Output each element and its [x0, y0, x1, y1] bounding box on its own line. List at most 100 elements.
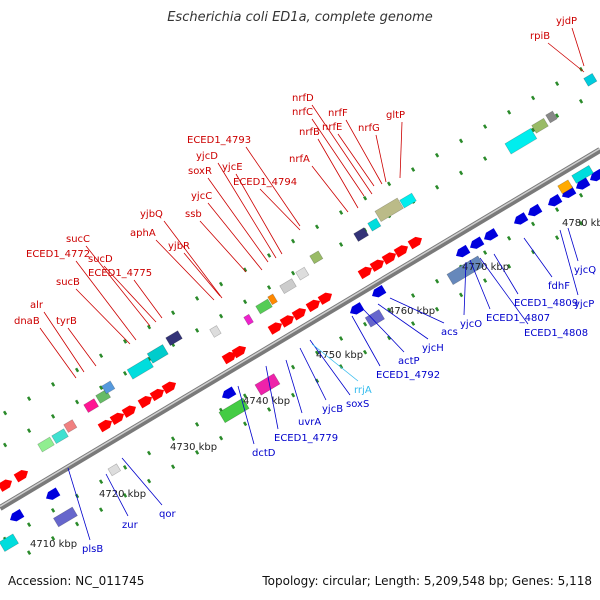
- gene-label-yjbR: yjbR: [168, 241, 190, 252]
- leader-line: [547, 42, 585, 73]
- gene-label-aphA: aphA: [130, 228, 156, 239]
- accession-text: Accession: NC_011745: [8, 574, 145, 588]
- gene-block: [531, 117, 549, 134]
- gene-label-ECED1_4794: ECED1_4794: [233, 177, 297, 188]
- gene-block: [309, 250, 324, 265]
- gene-label-ssb: ssb: [185, 209, 202, 220]
- leader-line: [67, 467, 91, 541]
- gene-label-ECED1_4779: ECED1_4779: [274, 433, 338, 444]
- reverse-gene-arrow: [46, 487, 61, 500]
- reverse-gene-arrow: [222, 386, 237, 399]
- gene-label-soxS: soxS: [346, 399, 369, 410]
- scale-dot: [458, 138, 464, 144]
- reverse-gene-arrow: [350, 302, 365, 315]
- leader-line: [103, 265, 157, 323]
- gene-block: [571, 164, 594, 184]
- scale-dot: [338, 364, 344, 369]
- gene-label-nrfE: nrfE: [322, 122, 342, 133]
- leader-line: [299, 347, 327, 401]
- gene-label-dnaB: dnaB: [14, 316, 40, 327]
- gene-label-gltP: gltP: [386, 110, 405, 121]
- scale-dot: [98, 479, 104, 485]
- scale-dot: [290, 392, 296, 398]
- gene-block: [126, 357, 154, 380]
- leader-line: [105, 473, 129, 517]
- leader-line: [375, 134, 387, 183]
- gene-label-alr: alr: [30, 300, 44, 311]
- scale-dot: [458, 170, 464, 176]
- scale-dot: [578, 192, 584, 198]
- scale-dot: [146, 450, 152, 456]
- scale-dot: [554, 235, 560, 240]
- gene-label-ECED1_4792: ECED1_4792: [376, 370, 440, 381]
- scale-dot: [50, 507, 56, 513]
- gene-label-ECED1_4808: ECED1_4808: [524, 328, 588, 339]
- scale-dot: [290, 238, 296, 244]
- scale-dot: [530, 95, 536, 101]
- genome-backbone: [0, 147, 600, 511]
- gene-label-ECED1_4807: ECED1_4807: [486, 313, 550, 324]
- forward-gene-arrow: [317, 292, 333, 305]
- leader-line: [39, 327, 77, 379]
- feature-track: [0, 72, 600, 552]
- gene-label-yjbQ: yjbQ: [140, 209, 163, 220]
- forward-gene-arrow: [121, 405, 137, 418]
- leader-line: [567, 227, 579, 262]
- gene-label-uvrA: uvrA: [298, 417, 321, 428]
- leader-line: [285, 359, 303, 414]
- gene-label-tyrB: tyrB: [56, 316, 77, 327]
- scale-dot: [146, 324, 152, 330]
- gene-block: [254, 373, 281, 396]
- gene-block: [53, 506, 78, 528]
- gene-label-fdhF: fdhF: [548, 281, 570, 292]
- gene-label-zur: zur: [122, 520, 139, 531]
- genome-summary-text: Topology: circular; Length: 5,209,548 bp…: [262, 574, 592, 588]
- gene-label-sucC: sucC: [66, 234, 90, 245]
- scale-dot: [122, 493, 128, 498]
- scale-dot: [218, 435, 224, 441]
- scale-dot: [242, 421, 248, 427]
- forward-gene-arrow: [13, 469, 29, 483]
- scale-dot: [386, 307, 392, 313]
- reverse-gene-arrow: [590, 168, 600, 182]
- gene-label-rrjA: rrjA: [354, 385, 372, 396]
- leader-line: [237, 385, 255, 445]
- scale-dot: [530, 249, 536, 255]
- leader-line: [463, 261, 467, 316]
- scale-dot: [218, 313, 224, 319]
- gene-label-soxR: soxR: [188, 166, 212, 177]
- gene-label-nrfC: nrfC: [292, 107, 313, 118]
- scale-dot: [410, 293, 416, 298]
- gene-label-acs: acs: [441, 327, 458, 338]
- gene-label-nrfG: nrfG: [358, 123, 380, 134]
- leader-line: [523, 237, 553, 278]
- forward-gene-arrow: [407, 236, 423, 250]
- gene-block: [279, 278, 297, 295]
- reverse-gene-arrow: [10, 508, 25, 522]
- scale-dot: [386, 335, 392, 341]
- tick-label-4710: 4710 kbp: [30, 539, 77, 550]
- scale-dot: [122, 465, 128, 470]
- forward-gene-arrow: [0, 479, 13, 492]
- forward-gene-arrow: [305, 299, 321, 313]
- scale-dot: [434, 306, 440, 312]
- leader-line: [207, 202, 263, 271]
- leader-line: [493, 253, 519, 295]
- leader-line: [183, 252, 221, 297]
- forward-gene-arrow: [231, 345, 247, 359]
- leader-line: [311, 165, 349, 213]
- scale-dot: [362, 195, 368, 201]
- scale-dot: [98, 385, 104, 391]
- leader-line: [235, 173, 283, 255]
- forward-gene-arrow: [137, 395, 153, 409]
- scale-dot: [74, 399, 80, 405]
- leader-line: [85, 245, 151, 327]
- scale-dot: [266, 407, 272, 412]
- gene-block: [295, 266, 310, 281]
- scale-dot: [242, 393, 248, 399]
- scale-dot: [74, 367, 80, 373]
- reverse-gene-arrow: [514, 212, 529, 225]
- label-leader-lines: [39, 27, 585, 541]
- forward-gene-arrow: [221, 351, 237, 365]
